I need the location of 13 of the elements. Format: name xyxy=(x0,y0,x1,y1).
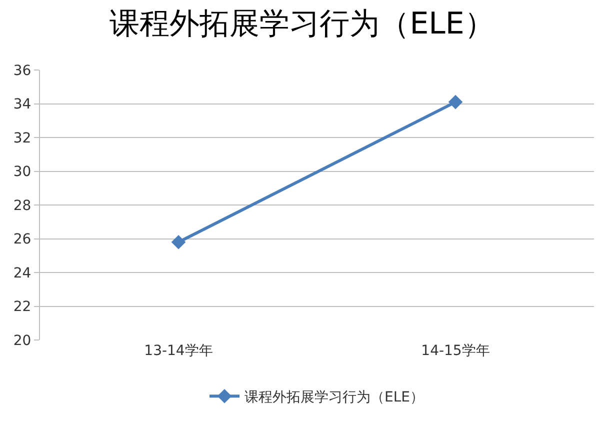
y-tick-label: 20 xyxy=(13,332,32,349)
x-tick-label: 13-14学年 xyxy=(144,343,213,359)
y-tick-label: 30 xyxy=(13,164,32,180)
x-tick-label: 14-15学年 xyxy=(421,343,490,359)
y-tick-label: 24 xyxy=(13,265,32,282)
y-tick-label: 26 xyxy=(13,232,32,248)
y-tick-label: 22 xyxy=(13,299,32,316)
chart-title: 课程外拓展学习行为（ELE） xyxy=(110,6,494,42)
y-tick-label: 32 xyxy=(13,130,32,146)
y-tick-label: 34 xyxy=(13,96,32,113)
y-tick-label: 28 xyxy=(13,198,32,214)
legend-label: 课程外拓展学习行为（ELE） xyxy=(244,390,424,406)
y-tick-label: 36 xyxy=(13,62,32,79)
